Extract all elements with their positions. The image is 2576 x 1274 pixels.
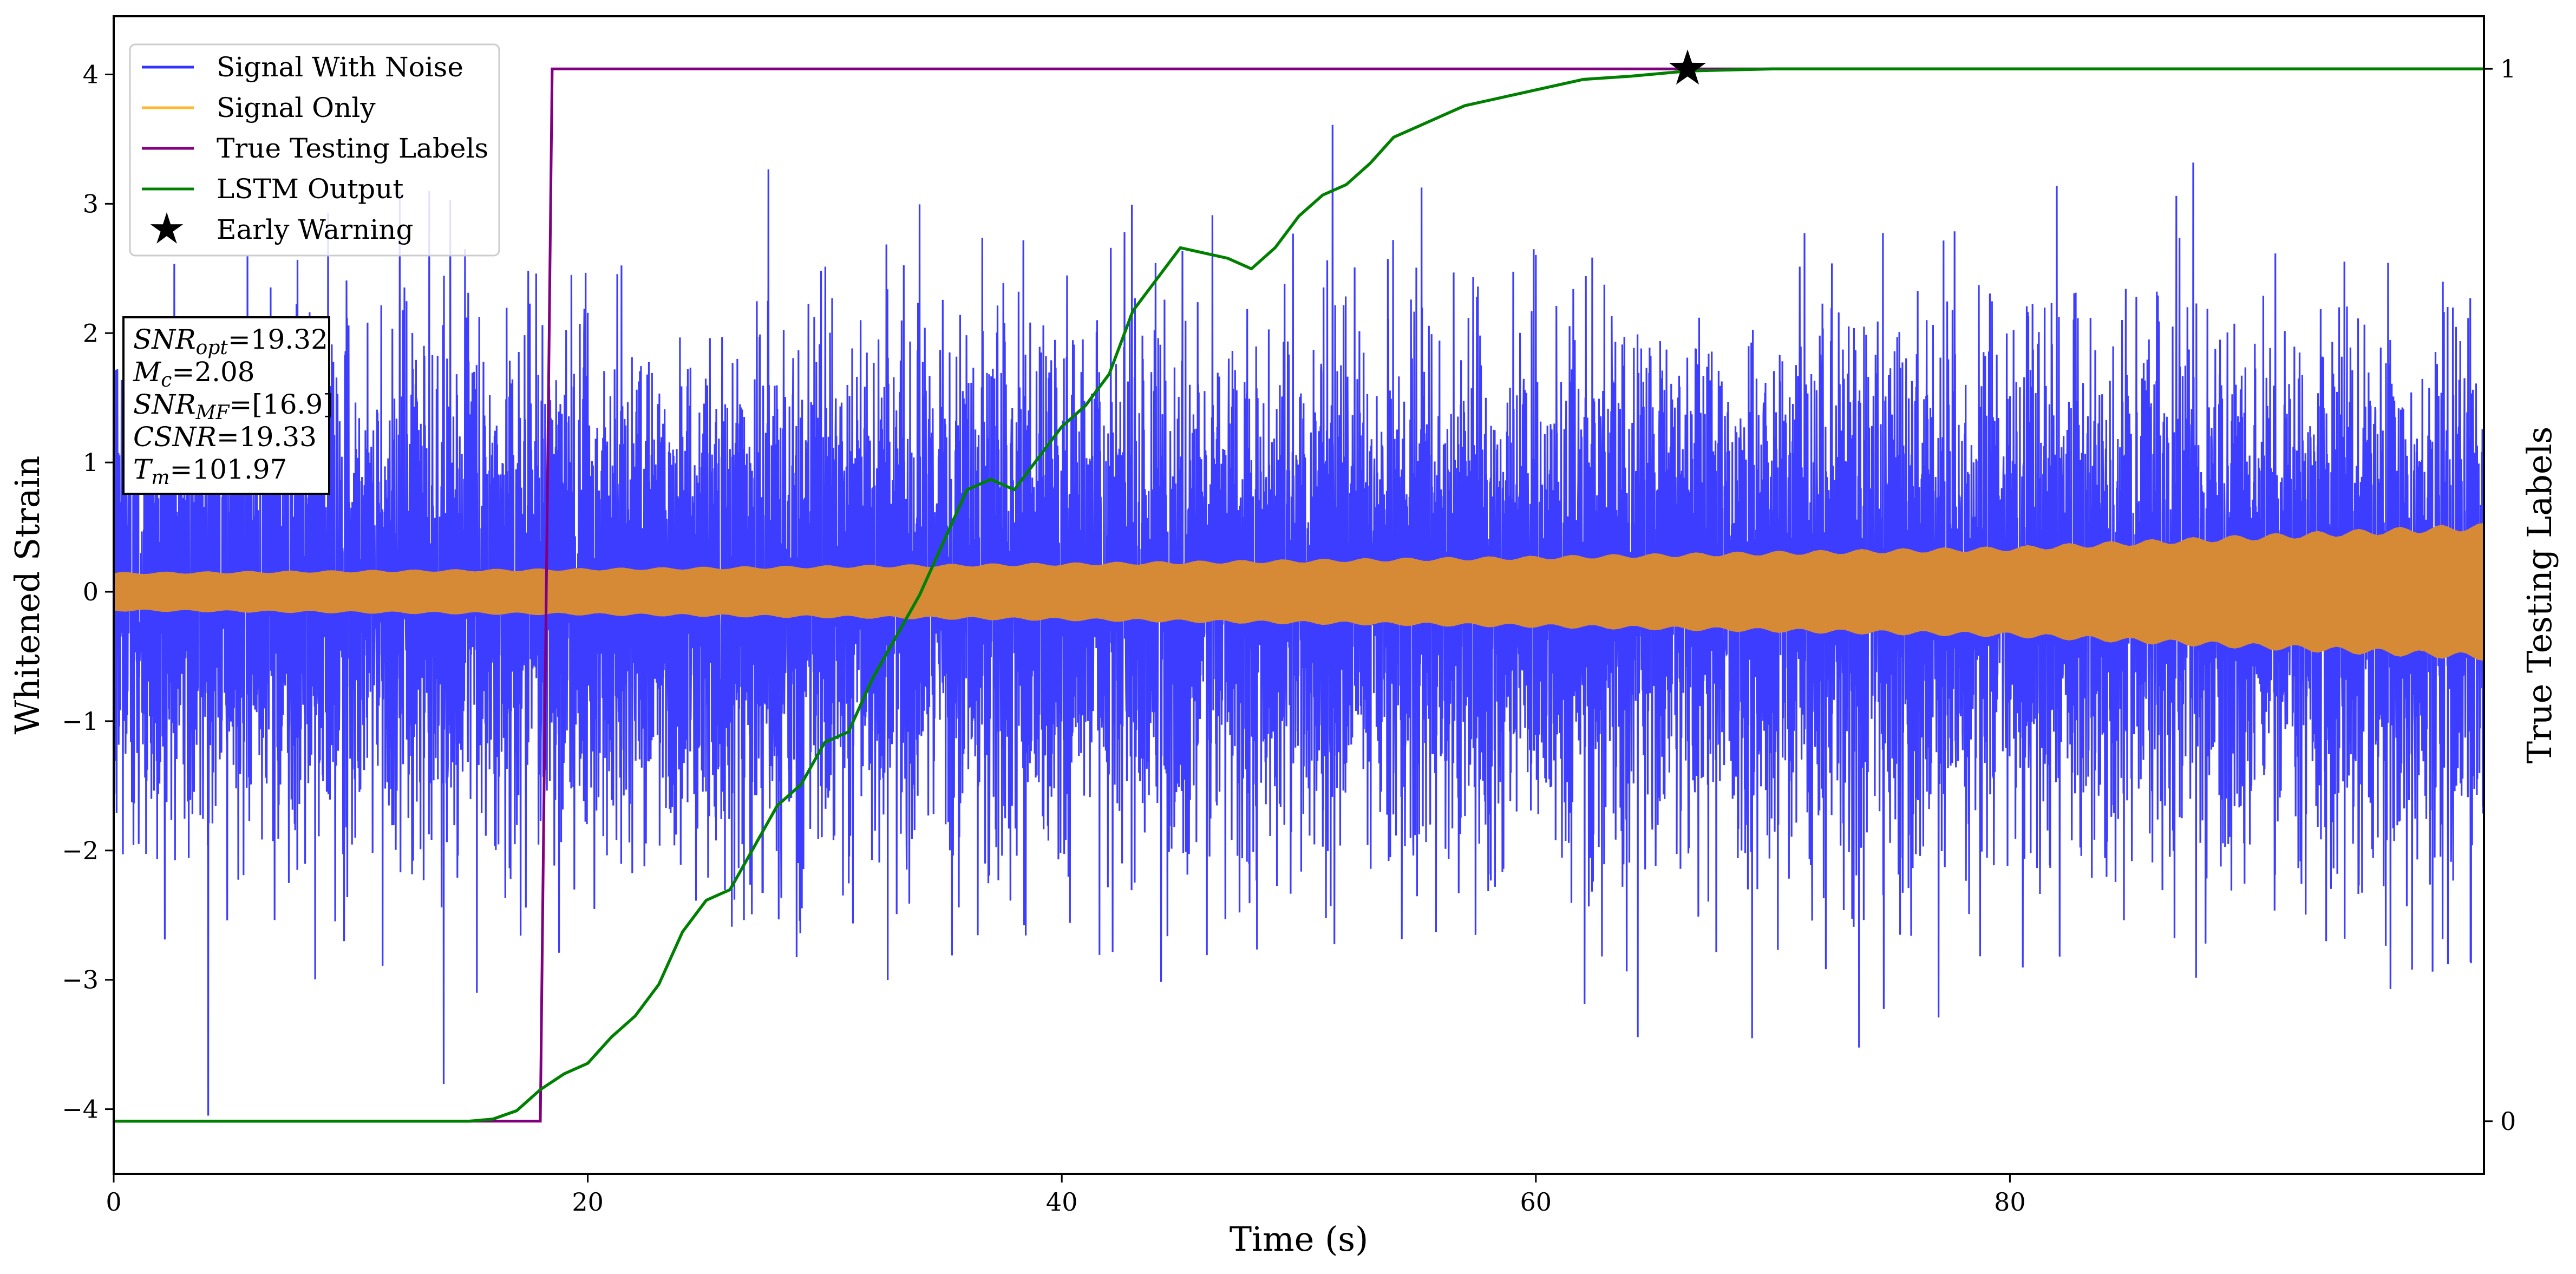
legend-label: Signal With Noise xyxy=(217,51,463,83)
y-axis-title: Whitened Strain xyxy=(8,456,47,735)
legend-label: Signal Only xyxy=(217,92,376,123)
y-tick-label: 0 xyxy=(83,577,99,606)
lstm-output-series xyxy=(114,67,2484,1123)
y-tick-label: −3 xyxy=(62,965,99,995)
x-tick-label: 60 xyxy=(1520,1187,1552,1217)
y-tick-label: 2 xyxy=(83,318,99,348)
legend-label: LSTM Output xyxy=(217,173,403,205)
x-tick-label: 20 xyxy=(572,1187,604,1217)
y2-tick-label: 1 xyxy=(2500,54,2516,83)
signal-with-noise-line xyxy=(114,125,2484,1116)
legend-star-icon xyxy=(150,212,184,244)
legend-label: Early Warning xyxy=(217,214,414,245)
early-warning-series xyxy=(1669,49,1707,85)
parameter-line: Mc=2.08 xyxy=(133,356,255,391)
parameter-line: CSNR=19.33 xyxy=(133,421,317,453)
signal-only-band xyxy=(114,522,2484,661)
y2-axis-title: True Testing Labels xyxy=(2520,427,2559,764)
y-tick-label: −2 xyxy=(62,836,99,865)
y-tick-label: −4 xyxy=(62,1095,99,1124)
parameter-line: SNRopt=19.32 xyxy=(133,324,328,359)
signal-only-series xyxy=(114,522,2484,661)
y-tick-label: 4 xyxy=(83,60,99,89)
y-tick-label: 1 xyxy=(83,448,99,477)
y-tick-label: 3 xyxy=(83,189,99,218)
x-tick-label: 80 xyxy=(1994,1187,2026,1217)
parameters-box-frame xyxy=(122,316,330,495)
parameter-line: SNRMF=[16.9] xyxy=(133,389,334,424)
x-axis: 0 20 40 60 80 xyxy=(106,1174,2026,1217)
parameters-box: SNRopt=19.32Mc=2.08SNRMF=[16.9]CSNR=19.3… xyxy=(122,316,334,495)
legend: Signal With Noise Signal Only True Testing… xyxy=(129,43,500,257)
x-axis-title: Time (s) xyxy=(1230,1219,1369,1259)
plot-frame xyxy=(113,15,2485,1175)
y-axis-right: 01 xyxy=(2484,54,2516,1136)
x-tick-label: 40 xyxy=(1046,1187,1078,1217)
y-axis-left: −4 −3 −2 −1 0 1 2 3 4 xyxy=(62,60,114,1124)
parameter-line: Tm=101.97 xyxy=(133,454,287,489)
early-warning-marker xyxy=(1669,49,1707,85)
y-tick-label: −1 xyxy=(62,707,99,736)
legend-label: True Testing Labels xyxy=(217,133,488,164)
lstm-output-line xyxy=(114,67,2484,1123)
x-tick-label: 0 xyxy=(106,1187,121,1217)
signal-with-noise-series xyxy=(114,125,2484,1116)
legend-box xyxy=(129,43,500,257)
y2-tick-label: 0 xyxy=(2500,1107,2516,1136)
